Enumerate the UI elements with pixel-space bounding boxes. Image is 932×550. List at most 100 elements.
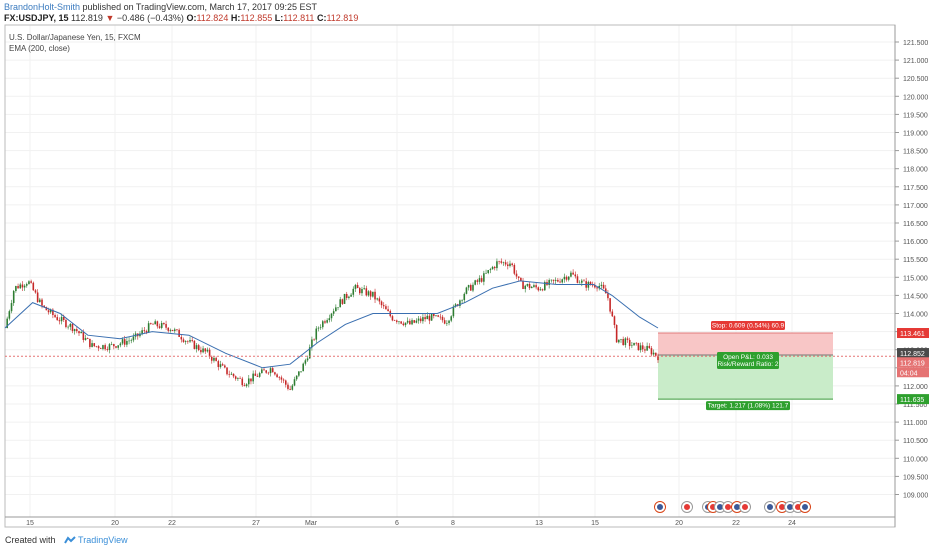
pnl-box: [717, 352, 779, 370]
entry-price-tag-box: [897, 348, 929, 359]
high-value: 112.855: [240, 13, 273, 23]
candle-body: [446, 323, 448, 324]
flag-center: [802, 504, 808, 510]
candle-body: [454, 304, 457, 307]
candle-body: [437, 315, 439, 317]
candle-body: [382, 305, 385, 307]
high-label: H:: [230, 13, 241, 23]
candle-body: [504, 262, 507, 265]
price-axis[interactable]: 121.500 121.000 120.500 120.000 119.500 119.0…: [895, 40, 928, 500]
candle-body: [224, 365, 226, 368]
candle-body: [524, 285, 527, 289]
candle-body: [250, 378, 252, 382]
candle-body: [378, 298, 381, 302]
candle-body: [184, 341, 187, 342]
candle-body: [655, 352, 657, 356]
tradingview-brand[interactable]: TradingView: [78, 535, 128, 545]
candle-body: [237, 378, 239, 379]
price-tick-label: 119.000: [903, 131, 928, 138]
candle-body: [54, 315, 56, 318]
candle-body: [215, 357, 217, 362]
candle-body: [613, 316, 616, 326]
open-label: O:: [186, 13, 197, 23]
candle-body: [419, 318, 422, 322]
open-value: 112.824: [196, 13, 229, 23]
candle-body: [406, 320, 409, 323]
candle-body: [367, 291, 370, 296]
candle-body: [73, 329, 76, 332]
candle-body: [600, 284, 603, 286]
candle-body: [210, 356, 213, 361]
instrument-legend: U.S. Dollar/Japanese Yen, 15, FXCM: [9, 33, 141, 42]
time-axis[interactable]: 15 20 22 27 Mar 6 8 13 15 20 22 24: [26, 520, 796, 527]
candle-body: [21, 284, 24, 288]
candle-body: [113, 344, 115, 347]
candle-body: [121, 339, 124, 344]
candle-body: [41, 299, 43, 306]
stop-price-tag-box: [897, 328, 929, 339]
candle-body: [226, 367, 228, 375]
candle-body: [572, 272, 574, 275]
candle-body: [596, 287, 598, 289]
candle-body: [12, 290, 15, 304]
time-tick-label: Mar: [305, 520, 318, 527]
candle-body: [232, 373, 235, 377]
candle-body: [539, 289, 542, 291]
candle-body: [304, 360, 307, 364]
candle-body: [328, 318, 331, 321]
time-tick-label: 24: [788, 520, 796, 527]
candle-body: [461, 300, 463, 301]
candle-body: [321, 321, 324, 328]
candle-body: [243, 385, 246, 387]
candle-body: [265, 370, 267, 373]
economic-events[interactable]: [654, 501, 811, 513]
candle-body: [261, 369, 263, 374]
candle-body: [428, 315, 431, 321]
candle-body: [345, 293, 348, 298]
candle-body: [213, 357, 215, 361]
price-tick-label: 120.500: [903, 76, 928, 83]
candle-body: [91, 343, 93, 347]
candle-body: [430, 313, 433, 321]
candle-body: [60, 316, 63, 322]
candle-body: [491, 266, 494, 270]
price-tick-label: 114.500: [903, 293, 928, 300]
candle-body: [472, 284, 474, 291]
author-link[interactable]: BrandonHolt-Smith: [4, 2, 81, 12]
candle-body: [583, 280, 585, 282]
candle-body: [269, 368, 272, 374]
candle-body: [193, 340, 196, 349]
candle-body: [300, 371, 302, 372]
flag-center: [779, 504, 785, 510]
candle-body: [165, 324, 167, 328]
candle-body: [646, 345, 648, 351]
time-tick-label: 22: [732, 520, 740, 527]
candle-body: [557, 279, 559, 282]
candle-body: [537, 287, 540, 291]
candle-body: [413, 320, 416, 323]
candle-body: [62, 316, 65, 320]
candle-body: [256, 375, 259, 377]
candle-body: [657, 355, 659, 361]
candle-body: [280, 377, 283, 380]
candle-body: [452, 306, 455, 317]
candle-body: [372, 291, 374, 297]
candle-body: [278, 377, 281, 378]
candle-body: [284, 380, 287, 385]
candle-body: [624, 338, 627, 346]
flag-center: [717, 504, 723, 510]
candle-body: [511, 263, 513, 265]
candle-body: [8, 311, 11, 319]
candle-body: [639, 345, 642, 351]
candle-body: [589, 281, 592, 285]
candle-body: [28, 281, 30, 285]
candle-body: [358, 288, 361, 294]
candle-body: [152, 323, 154, 325]
candle-body: [228, 374, 230, 375]
candle-body: [648, 345, 651, 349]
candle-body: [391, 316, 394, 321]
candle-body: [69, 323, 72, 327]
candle-body: [631, 345, 633, 347]
candle-body: [52, 309, 54, 316]
